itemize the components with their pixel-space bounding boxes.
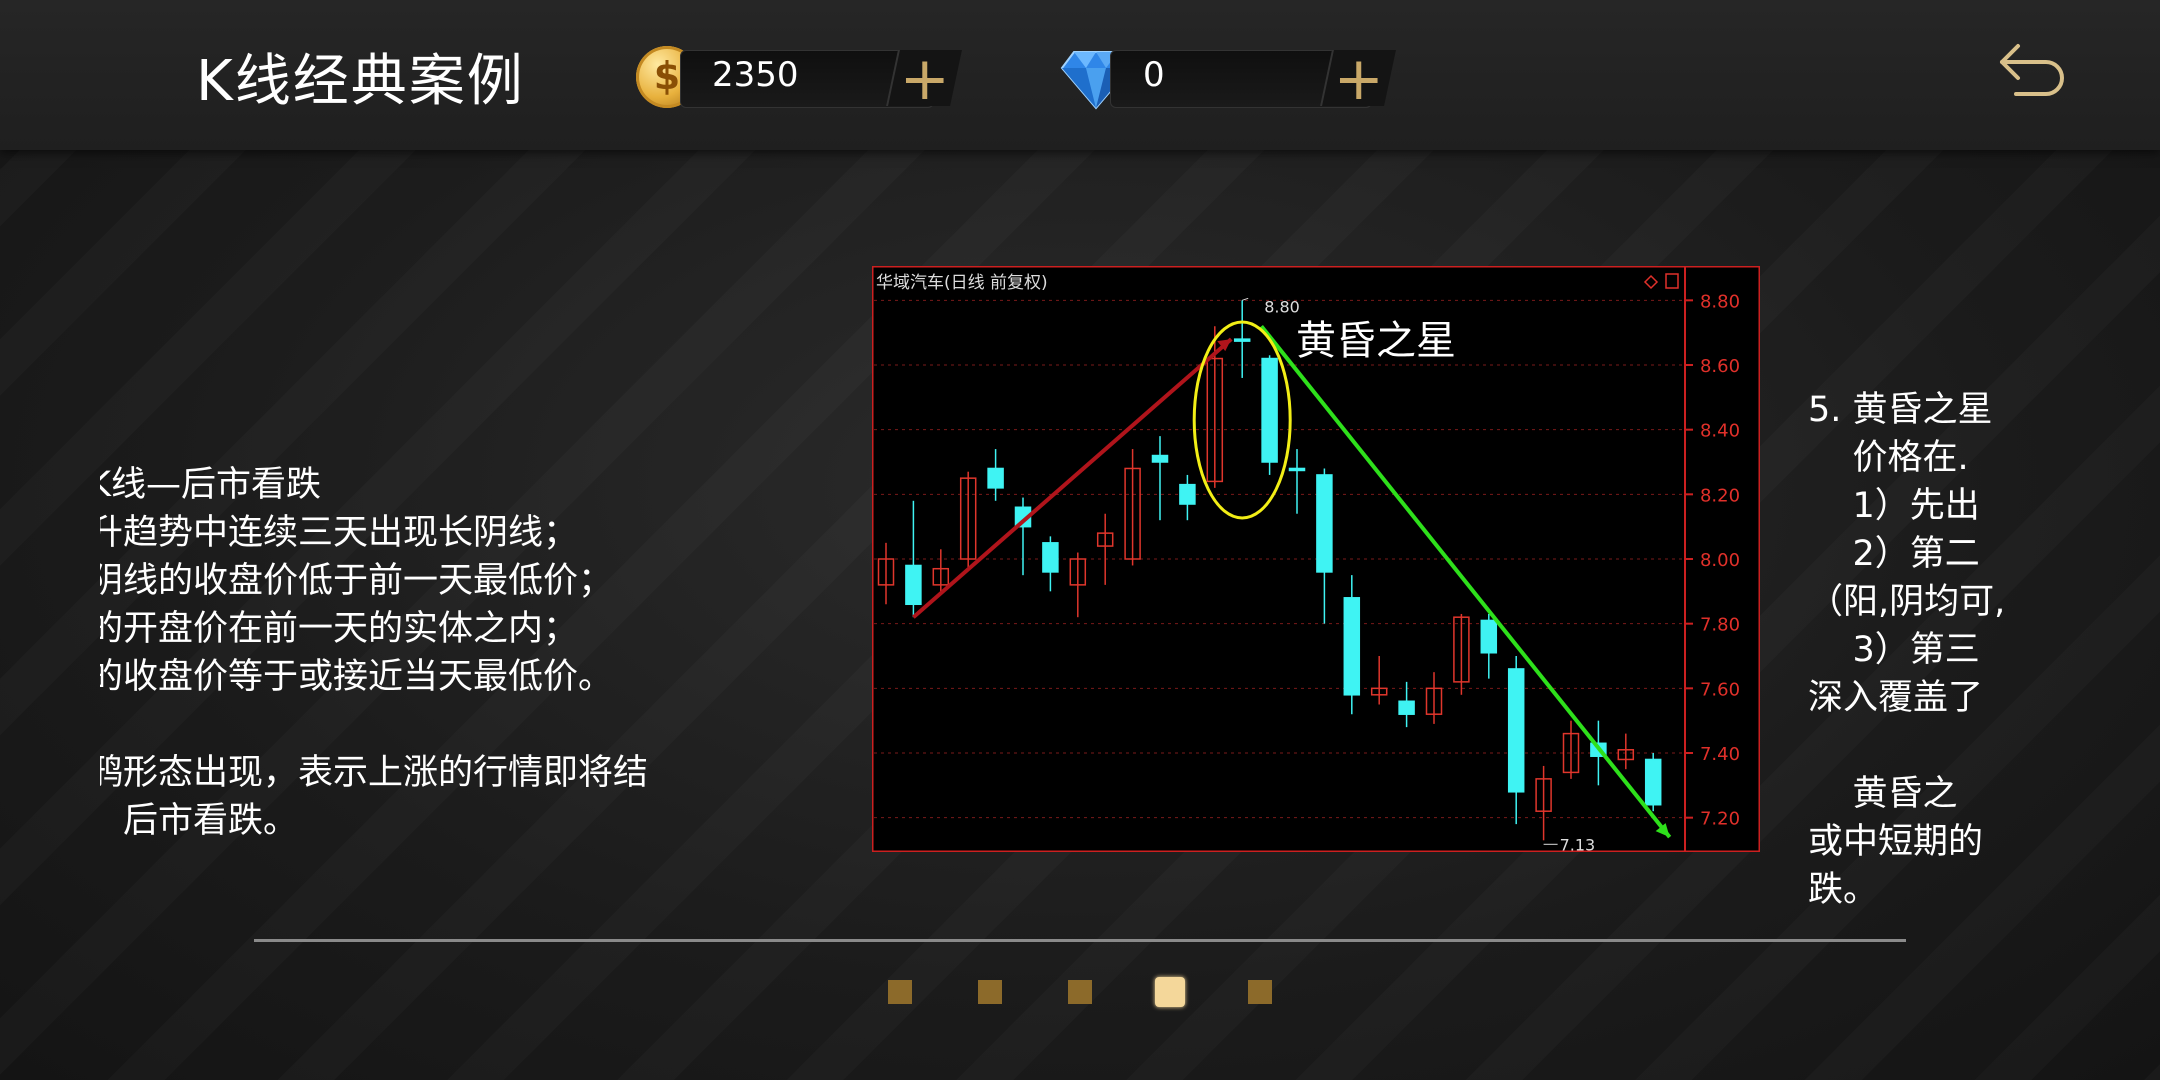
right-text-line: （阳,阴均可, bbox=[1808, 582, 2006, 622]
add-coins-button[interactable]: + bbox=[886, 44, 962, 114]
y-tick-label: 8.60 bbox=[1700, 356, 1740, 377]
right-text-line: 2）第二 bbox=[1808, 534, 1980, 574]
page-dot[interactable] bbox=[1068, 980, 1092, 1004]
candle-body bbox=[1507, 668, 1525, 793]
back-arrow-icon[interactable] bbox=[1996, 38, 2068, 98]
page-dot[interactable] bbox=[978, 980, 1002, 1004]
y-tick-label: 8.20 bbox=[1700, 485, 1740, 506]
right-text-line: 价格在. bbox=[1808, 438, 1969, 478]
y-tick-label: 7.20 bbox=[1700, 809, 1740, 830]
candle-body bbox=[1343, 597, 1361, 696]
left-text-line: 的收盘价等于或接近当天最低价。 bbox=[100, 657, 614, 697]
candle-body bbox=[1316, 474, 1333, 573]
page-dot[interactable] bbox=[1248, 980, 1272, 1004]
downtrend-arrow bbox=[1259, 324, 1672, 839]
candle-body bbox=[1398, 700, 1415, 715]
right-text-line: 3）第三 bbox=[1808, 630, 1980, 670]
chart-frame bbox=[872, 266, 1760, 852]
y-tick-label: 7.40 bbox=[1700, 744, 1740, 765]
y-tick-label: 7.80 bbox=[1700, 615, 1740, 636]
candle-body bbox=[1535, 778, 1552, 812]
candle-body bbox=[1069, 558, 1087, 586]
right-text-line bbox=[1808, 722, 2020, 770]
stock-title: 华域汽车(日线 前复权) bbox=[876, 273, 1048, 293]
uptrend-arrow bbox=[912, 337, 1233, 619]
window-marker-icon bbox=[1665, 273, 1679, 289]
candle-body bbox=[1562, 732, 1580, 774]
diamond-marker-icon bbox=[1643, 274, 1659, 290]
left-text-line: 的开盘价在前一天的实体之内； bbox=[100, 609, 579, 649]
candle-body bbox=[987, 467, 1004, 489]
right-text-line: 深入覆盖了 bbox=[1808, 678, 1984, 718]
candle-body bbox=[1617, 749, 1635, 761]
candle-body bbox=[1096, 532, 1114, 547]
candle-body bbox=[1453, 616, 1470, 683]
y-tick-label: 8.80 bbox=[1700, 291, 1740, 312]
right-text-line: 黄昏之 bbox=[1808, 774, 1958, 814]
evening-star-label: 黄昏之星 bbox=[1296, 318, 1456, 364]
candle-body bbox=[1206, 357, 1224, 483]
candlestick-chart: 8.80 8.60 8.40 8.20 8.00 7.80 7.60 7.40 7.20 华域汽车… bbox=[872, 266, 1760, 852]
top-bar: K线经典案例 $ 2350 + 0 + bbox=[0, 0, 2160, 150]
high-marker bbox=[1242, 297, 1249, 301]
candle-body bbox=[1644, 758, 1662, 806]
left-text-line bbox=[100, 701, 782, 749]
candle-body bbox=[1151, 454, 1169, 463]
left-text-line: 鸦形态出现，表示上涨的行情即将结 bbox=[100, 753, 649, 793]
divider bbox=[254, 939, 1906, 942]
candle-body bbox=[1425, 687, 1443, 715]
high-price-label: 8.80 bbox=[1264, 297, 1300, 316]
y-tick-label: 7.60 bbox=[1700, 679, 1740, 700]
candle-body bbox=[877, 558, 895, 586]
left-description: K线—后市看跌升趋势中连续三天出现长阴线； 阴线的收盘价低于前一天最低价； 的开盘价… bbox=[100, 365, 782, 893]
candle-body bbox=[905, 564, 922, 606]
left-text-line: 阴线的收盘价低于前一天最低价； bbox=[100, 561, 614, 601]
right-description: 5. 黄昏之星 价格在. 1）先出 2）第二 （阳,阴均可, 3）第三 深入覆盖了 … bbox=[1808, 290, 2020, 962]
page-dot-active[interactable] bbox=[1155, 977, 1185, 1007]
candle-body bbox=[1261, 357, 1278, 463]
y-tick-label: 8.40 bbox=[1700, 421, 1740, 442]
low-price-label: 7.13 bbox=[1560, 835, 1596, 852]
candle-body bbox=[1288, 467, 1306, 472]
candle-body bbox=[959, 477, 977, 560]
candle-body bbox=[1480, 619, 1498, 654]
right-text-line: 或中短期的 bbox=[1808, 822, 1984, 862]
uptrend-arrowhead bbox=[1217, 339, 1232, 352]
candle-body bbox=[932, 567, 950, 586]
candle-body bbox=[1179, 483, 1196, 505]
right-text-line: 跌。 bbox=[1808, 870, 1879, 910]
right-text-line: 5. 黄昏之星 bbox=[1808, 390, 1993, 430]
candle-body bbox=[1042, 542, 1059, 573]
page-dot[interactable] bbox=[888, 980, 912, 1004]
evening-star-highlight bbox=[1192, 320, 1292, 520]
right-text-line: 1）先出 bbox=[1808, 486, 1980, 526]
downtrend-arrowhead bbox=[1655, 823, 1670, 838]
left-text-line: ，后市看跌。 bbox=[100, 801, 299, 841]
page-title: K线经典案例 bbox=[196, 49, 525, 114]
coin-balance: 2350 bbox=[712, 55, 799, 95]
diamond-balance: 0 bbox=[1143, 55, 1165, 95]
left-text-line: K线—后市看跌 bbox=[100, 465, 321, 505]
candle-body bbox=[1124, 467, 1141, 560]
candle-body bbox=[1370, 687, 1388, 696]
candle-body bbox=[1233, 338, 1251, 342]
left-text-line: 升趋势中连续三天出现长阴线； bbox=[100, 513, 579, 553]
add-diamonds-button[interactable]: + bbox=[1320, 44, 1396, 114]
y-tick-label: 8.00 bbox=[1700, 550, 1740, 571]
